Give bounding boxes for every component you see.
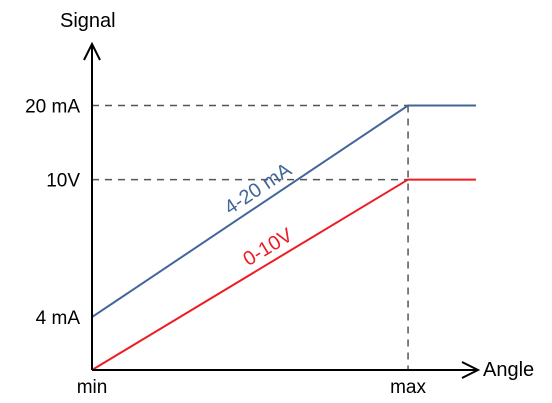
x-axis-label: Angle bbox=[483, 359, 534, 381]
series-lines bbox=[91, 104, 476, 371]
x-tick-labels: min max bbox=[77, 377, 427, 398]
series-line-1 bbox=[91, 178, 476, 371]
y-tick-label-2: 20 mA bbox=[25, 97, 80, 118]
series-line-0 bbox=[91, 104, 476, 318]
y-tick-labels: 4 mA 10V 20 mA bbox=[25, 97, 80, 330]
y-tick-label-1: 10V bbox=[46, 171, 80, 192]
x-tick-label-1: max bbox=[390, 377, 426, 398]
y-axis bbox=[83, 41, 101, 370]
x-axis bbox=[92, 361, 481, 379]
y-tick-label-0: 4 mA bbox=[36, 308, 81, 329]
y-axis-label: Signal bbox=[60, 10, 116, 32]
guide-lines bbox=[92, 104, 409, 370]
x-tick-label-0: min bbox=[77, 377, 108, 398]
